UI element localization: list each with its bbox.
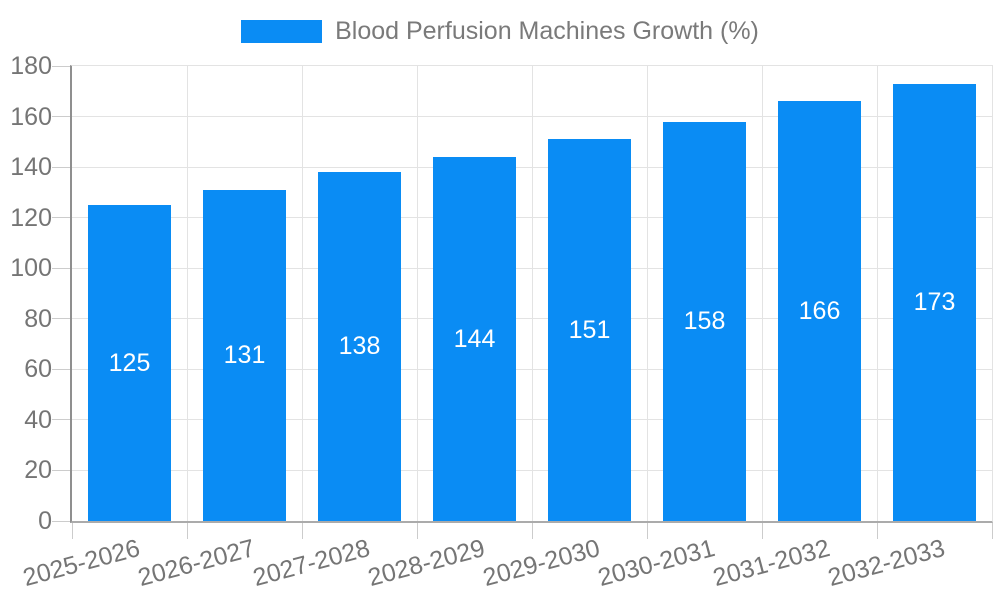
x-axis-label: 2030-2031 — [595, 534, 718, 592]
x-axis-label: 2027-2028 — [250, 534, 373, 592]
y-axis-label: 160 — [10, 102, 52, 131]
x-axis-label: 2025-2026 — [20, 534, 143, 592]
bar-value-label: 144 — [453, 324, 496, 353]
bar-value-label: 131 — [223, 340, 266, 369]
bar[interactable]: 125 — [88, 205, 171, 521]
legend[interactable]: Blood Perfusion Machines Growth (%) — [0, 17, 1000, 46]
y-axis-label: 80 — [24, 304, 52, 333]
bar[interactable]: 144 — [433, 157, 516, 521]
legend-label: Blood Perfusion Machines Growth (%) — [335, 17, 759, 45]
plot-area: 125 131 138 144 151 158 166 173 — [52, 65, 993, 539]
y-tick — [52, 419, 70, 421]
bar-value-label: 138 — [338, 332, 381, 361]
x-axis-label: 2026-2027 — [135, 534, 258, 592]
bar[interactable]: 166 — [778, 101, 861, 521]
x-tick — [531, 523, 533, 539]
x-tick — [646, 523, 648, 539]
v-gridline — [531, 66, 533, 521]
y-tick — [52, 267, 70, 269]
x-tick — [761, 523, 763, 539]
x-tick — [186, 523, 188, 539]
y-tick — [52, 217, 70, 219]
bar-value-label: 125 — [108, 348, 151, 377]
v-gridline — [416, 66, 418, 521]
x-axis-label: 2032-2033 — [825, 534, 948, 592]
y-tick — [52, 116, 70, 118]
bar-value-label: 158 — [683, 306, 726, 335]
y-axis-label: 140 — [10, 153, 52, 182]
y-axis-label: 180 — [10, 52, 52, 80]
bar-value-label: 151 — [568, 315, 611, 344]
v-gridline — [301, 66, 303, 521]
x-tick — [416, 523, 418, 539]
y-axis-label: 40 — [24, 405, 52, 434]
v-gridline — [876, 66, 878, 521]
bar-value-label: 173 — [913, 287, 956, 316]
legend-swatch — [241, 20, 323, 43]
y-axis-label: 100 — [10, 254, 52, 283]
bar[interactable]: 131 — [203, 189, 286, 521]
y-tick — [52, 318, 70, 320]
y-tick — [52, 469, 70, 471]
y-axis-label: 0 — [38, 507, 52, 535]
y-axis-label: 20 — [24, 456, 52, 485]
bar[interactable]: 158 — [663, 121, 746, 521]
y-tick — [52, 166, 70, 168]
y-axis-label: 120 — [10, 203, 52, 232]
y-tick — [52, 520, 70, 522]
x-axis-label: 2029-2030 — [480, 534, 603, 592]
bar[interactable]: 138 — [318, 172, 401, 521]
bar[interactable]: 151 — [548, 139, 631, 521]
y-axis-label: 60 — [24, 355, 52, 384]
v-gridline — [646, 66, 648, 521]
x-tick — [876, 523, 878, 539]
y-tick — [52, 65, 70, 67]
x-tick — [991, 523, 993, 539]
x-axis-label: 2028-2029 — [365, 534, 488, 592]
x-tick — [71, 523, 73, 539]
bar[interactable]: 173 — [893, 83, 976, 521]
v-gridline — [186, 66, 188, 521]
x-tick — [301, 523, 303, 539]
v-gridline — [761, 66, 763, 521]
y-tick — [52, 368, 70, 370]
x-axis-label: 2031-2032 — [710, 534, 833, 592]
bar-value-label: 166 — [798, 296, 841, 325]
